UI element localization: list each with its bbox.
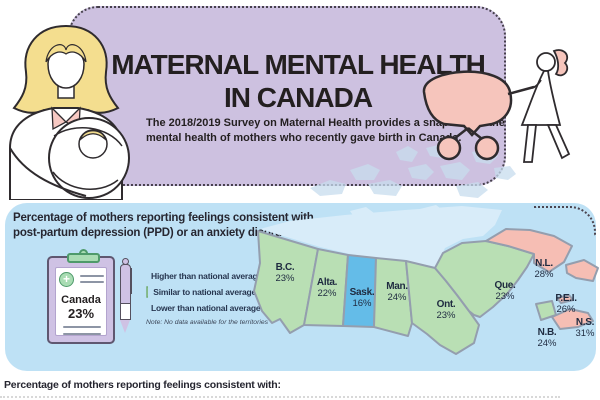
pen-tip [120, 320, 130, 333]
page-title: MATERNAL MENTAL HEALTH IN CANADA [98, 48, 498, 114]
clipboard-illustration: + Canada 23% [47, 249, 115, 344]
region-territories [260, 206, 502, 267]
clipboard-clip [67, 253, 100, 263]
footer-heading: Percentage of mothers reporting feelings… [4, 379, 281, 391]
map-label-quebec: Que. 23% [494, 280, 516, 302]
map-label-manitoba: Man. 24% [386, 281, 408, 303]
panel-heading-line-1: Percentage of mothers reporting feelings… [13, 212, 314, 224]
subtitle-line-2: mental health of mothers who recently ga… [146, 132, 462, 144]
canada-choropleth-map [253, 205, 599, 355]
legend-item-lower: Lower than national average [146, 300, 261, 316]
legend-swatch-similar [146, 286, 149, 298]
map-label-bc: B.C. 23% [275, 262, 295, 284]
region-pei [556, 294, 574, 304]
legend-item-similar: Similar to national average [146, 284, 256, 300]
clipboard-paper: + Canada 23% [55, 267, 107, 336]
title-line-1: MATERNAL MENTAL HEALTH [111, 49, 486, 80]
region-nova-scotia [551, 308, 594, 330]
legend-label-higher: Higher than national average [151, 271, 263, 281]
medical-plus-icon: + [59, 272, 74, 287]
region-manitoba [373, 257, 413, 337]
map-label-new-brunswick: N.B. 24% [537, 327, 557, 349]
region-newfoundland-labrador [485, 228, 573, 273]
map-legend: Higher than national average Similar to … [146, 268, 269, 326]
legend-label-lower: Lower than national average [151, 303, 261, 313]
legend-note: Note: No data available for the territor… [146, 319, 269, 326]
title-line-2: IN CANADA [223, 82, 373, 113]
mother-with-baby-illustration [9, 24, 130, 200]
legend-label-similar: Similar to national average [153, 287, 256, 297]
paper-line [63, 326, 101, 328]
paper-line [80, 281, 104, 283]
next-section-dotted-border [0, 396, 560, 398]
map-label-newfoundland: N.L. 28% [534, 258, 554, 280]
clipboard-country-label: Canada [61, 294, 101, 306]
map-label-pei: P.E.I. 26% [555, 293, 577, 315]
panel-heading: Percentage of mothers reporting feelings… [13, 211, 314, 241]
pen-body [120, 304, 131, 320]
pen-illustration [119, 258, 132, 338]
woman-with-stroller-illustration [422, 49, 571, 163]
map-label-nova-scotia: N.S. 31% [575, 317, 595, 339]
subtitle-line-1: The 2018/2019 Survey on Maternal Health … [146, 117, 505, 129]
paper-line [63, 333, 101, 335]
clipboard-value: 23% [67, 306, 95, 321]
map-label-saskatchewan: Sask. 16% [349, 287, 375, 309]
page-subtitle: The 2018/2019 Survey on Maternal Health … [146, 116, 526, 146]
region-quebec [434, 240, 535, 318]
legend-item-higher: Higher than national average [146, 268, 262, 284]
pen-clip [130, 268, 132, 294]
paper-line [80, 275, 104, 277]
panel-heading-line-2: post-partum depression (PPD) or an anxie… [13, 227, 295, 239]
region-newfoundland-island [565, 259, 599, 282]
map-label-ontario: Ont. 23% [436, 299, 456, 321]
map-label-alberta: Alta. 22% [316, 277, 338, 299]
